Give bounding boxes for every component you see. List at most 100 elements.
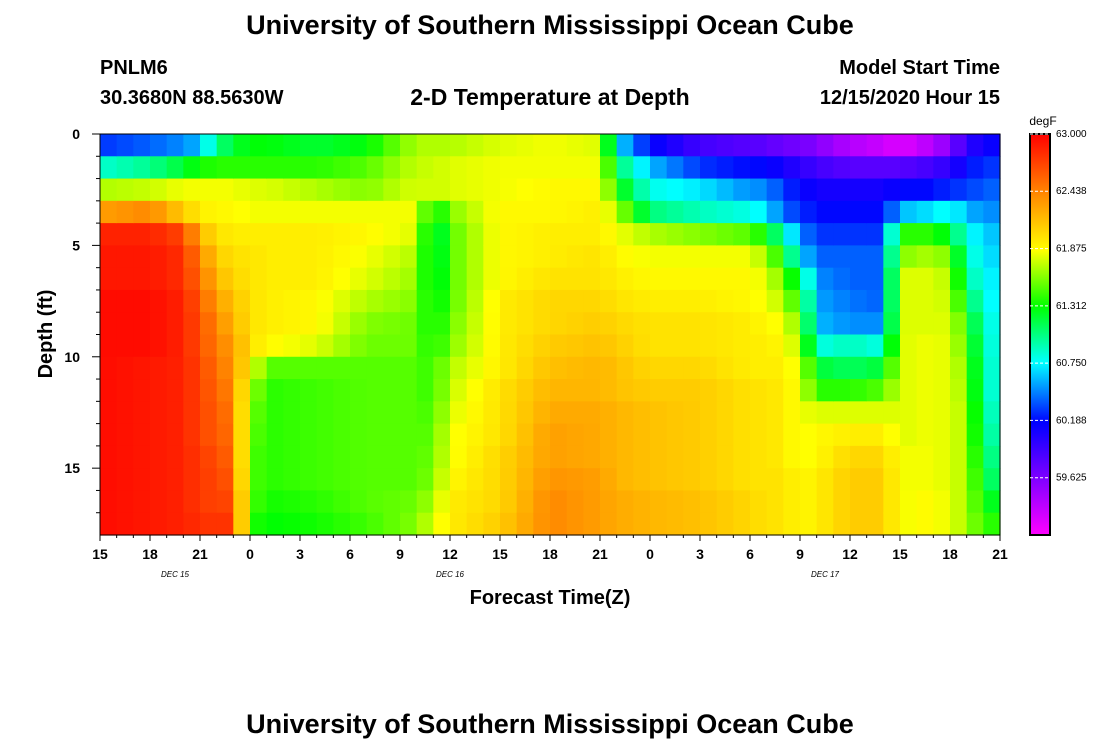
heatmap-cell [683,334,701,358]
heatmap-cell [416,334,434,358]
heatmap-cell [616,178,634,202]
heatmap-cell [966,401,984,425]
x-tick-label: 15 [492,546,508,562]
x-tick-label: 6 [346,546,354,562]
heatmap-cell [983,468,1001,492]
heatmap-cell [733,379,751,402]
heatmap-cell [583,156,601,180]
heatmap-cell [183,423,201,447]
heatmap-cell [216,200,234,224]
heatmap-cell [300,379,318,402]
heatmap-cell [133,223,151,246]
heatmap-cell [116,334,134,358]
heatmap-cell [416,379,434,402]
heatmap-cell [783,490,801,514]
heatmap-cell [866,379,884,402]
heatmap-cell [400,512,418,536]
heatmap-cell [350,178,368,202]
heatmap-cell [516,267,534,291]
y-axis-label: Depth (ft) [35,290,57,379]
heatmap-cell [433,512,451,536]
heatmap-cell [650,178,668,202]
heatmap-cell [666,356,684,380]
heatmap-cell [966,312,984,336]
heatmap-cell [333,334,351,358]
heatmap-cell [700,512,718,536]
heatmap-cell [216,401,234,425]
heatmap-cell [383,512,401,536]
heatmap-cell [550,312,568,336]
heatmap-cell [883,200,901,224]
heatmap-cell [416,289,434,313]
heatmap-cell [166,379,184,402]
heatmap-cell [883,223,901,246]
heatmap-cell [116,401,134,425]
heatmap-cell [216,445,234,469]
heatmap-cell [233,156,251,180]
heatmap-cell [983,267,1001,291]
heatmap-cell [250,134,268,157]
heatmap-cell [150,200,168,224]
heatmap-cell [500,200,518,224]
heatmap-cell [266,178,284,202]
heatmap-cell [116,134,134,157]
heatmap-cell [166,134,184,157]
heatmap-cell [500,445,518,469]
heatmap-cell [800,267,818,291]
heatmap-cell [366,512,384,536]
heatmap-cell [633,379,651,402]
heatmap-cell [616,468,634,492]
heatmap-cell [233,312,251,336]
heatmap-cell [900,445,918,469]
heatmap-cell [266,200,284,224]
heatmap-cell [550,200,568,224]
heatmap-cell [133,156,151,180]
heatmap-cell [566,490,584,514]
heatmap-cell [966,468,984,492]
heatmap-cell [933,178,951,202]
heatmap-cell [966,289,984,313]
heatmap-cell [716,267,734,291]
heatmap-cell [583,490,601,514]
heatmap-cell [450,200,468,224]
heatmap-cell [516,423,534,447]
heatmap-cell [500,312,518,336]
heatmap-cell [766,156,784,180]
heatmap-cell [916,512,934,536]
heatmap-cell [816,356,834,380]
heatmap-cell [750,356,768,380]
heatmap-cell [800,468,818,492]
heatmap-cell [566,245,584,269]
heatmap-cell [633,512,651,536]
heatmap-cell [716,134,734,157]
heatmap-cell [900,267,918,291]
heatmap-cell [383,468,401,492]
heatmap-cell [683,200,701,224]
heatmap-cell [850,401,868,425]
heatmap-cell [566,289,584,313]
heatmap-cell [883,423,901,447]
heatmap-cell [233,512,251,536]
heatmap-cell [100,512,118,536]
heatmap-cell [566,223,584,246]
heatmap-cell [466,312,484,336]
heatmap-cell [500,178,518,202]
heatmap-cell [933,423,951,447]
heatmap-cell [966,379,984,402]
heatmap-cell [833,178,851,202]
heatmap-cell [166,178,184,202]
heatmap-cell [300,334,318,358]
heatmap-cell [316,156,334,180]
heatmap-cell [666,445,684,469]
heatmap-cell [383,200,401,224]
heatmap-cell [316,445,334,469]
heatmap-cell [616,134,634,157]
heatmap-cell [250,200,268,224]
heatmap-cell [450,289,468,313]
heatmap-cell [383,267,401,291]
heatmap-cell [733,223,751,246]
heatmap-cell [933,312,951,336]
heatmap-cell [566,445,584,469]
heatmap-cell [700,267,718,291]
heatmap-cell [450,267,468,291]
